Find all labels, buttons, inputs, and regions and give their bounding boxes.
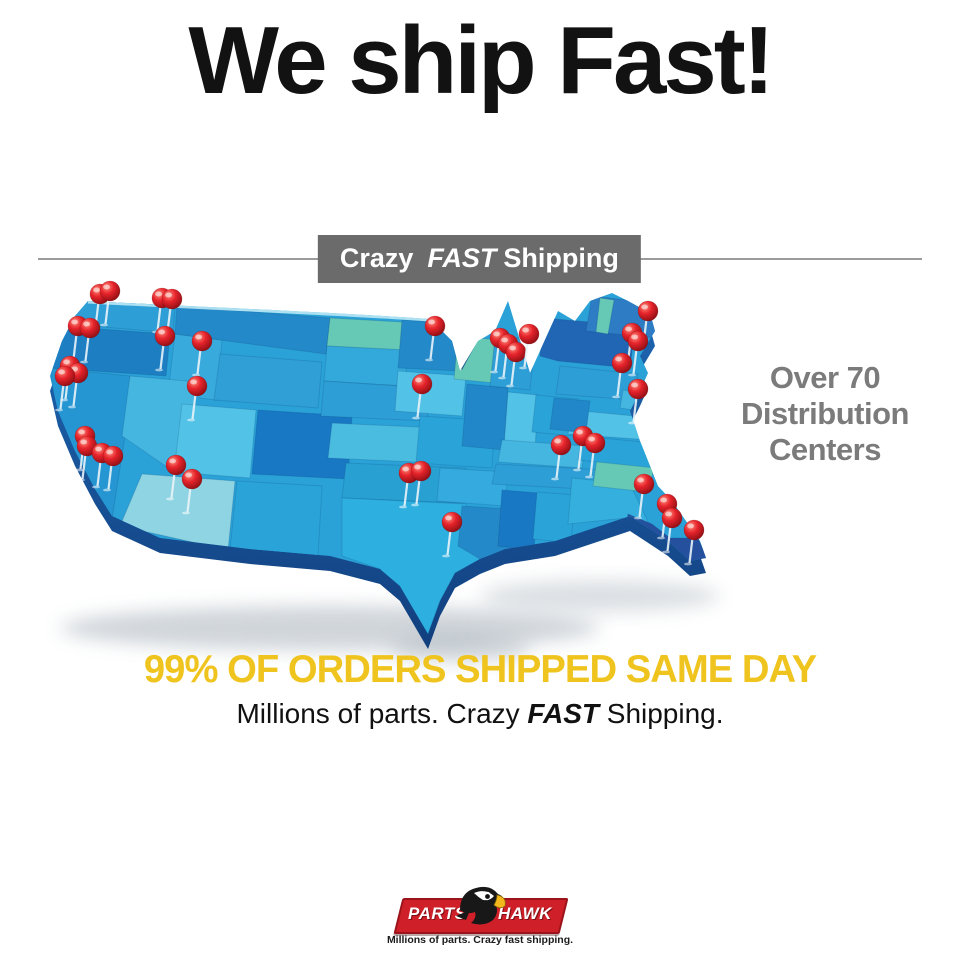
distribution-pin xyxy=(76,435,98,482)
distribution-pin xyxy=(165,454,187,501)
distribution-pin xyxy=(154,325,176,372)
banner-text-fast: FAST xyxy=(427,243,497,273)
distribution-pin xyxy=(518,323,540,370)
distribution-pin xyxy=(661,507,683,554)
state-patch xyxy=(174,305,331,355)
distribution-pin xyxy=(627,330,649,377)
state-patch xyxy=(229,480,323,557)
banner-text-pre: Crazy xyxy=(339,243,414,273)
distribution-pin xyxy=(633,473,655,520)
distribution-pin xyxy=(99,280,121,327)
shipping-banner: Crazy FAST Shipping xyxy=(317,235,641,283)
hawk-icon xyxy=(456,886,506,925)
distribution-pin xyxy=(79,317,101,364)
state-patch xyxy=(323,345,409,387)
callout-line3: Centers xyxy=(769,431,881,467)
state-patch xyxy=(461,383,509,451)
distribution-pin xyxy=(584,432,606,479)
distribution-pin xyxy=(410,460,432,507)
logo-word-hawk: HAWK xyxy=(498,904,552,923)
subline-pre: Millions of parts. Crazy xyxy=(236,698,520,729)
subline-fast: FAST xyxy=(527,698,599,729)
subline-post: Shipping. xyxy=(606,698,724,729)
distribution-pin xyxy=(191,330,213,377)
distribution-pin xyxy=(411,373,433,420)
banner-text-post: Shipping xyxy=(503,243,619,273)
partshawk-logo: PARTS HAWK Millions of parts. Crazy fast… xyxy=(370,884,590,954)
map-ground-shadow-east xyxy=(480,580,720,612)
state-patch xyxy=(326,317,403,351)
same-day-headline: 99% OF ORDERS SHIPPED SAME DAY xyxy=(143,648,817,691)
state-patch xyxy=(595,297,615,335)
callout-line1: Over 70 xyxy=(769,360,881,395)
distribution-pin xyxy=(505,341,527,388)
distribution-pin xyxy=(637,300,659,347)
pin-layer xyxy=(54,280,705,566)
usa-distribution-map xyxy=(30,276,720,662)
page-title: We ship Fast! xyxy=(188,7,774,114)
distribution-pin xyxy=(102,445,124,492)
usa-map-svg xyxy=(50,280,720,662)
distribution-pin xyxy=(441,511,463,558)
callout-line2: Distribution xyxy=(741,395,909,431)
distribution-pin xyxy=(54,365,76,412)
distribution-pin xyxy=(683,519,705,566)
state-patch xyxy=(213,353,323,409)
distribution-pin xyxy=(186,375,208,422)
logo-word-parts: PARTS xyxy=(408,904,467,923)
logo-tagline: Millions of parts. Crazy fast shipping. xyxy=(386,934,574,946)
sub-headline: Millions of parts. Crazy FAST Shipping. xyxy=(0,698,960,730)
distribution-pin xyxy=(550,434,572,481)
state-patch xyxy=(497,489,539,551)
distribution-pin xyxy=(627,378,649,425)
state-patch xyxy=(173,403,257,479)
distribution-pin xyxy=(424,315,446,362)
distribution-callout: Over 70 Distribution Centers xyxy=(718,360,932,468)
distribution-pin xyxy=(611,352,633,399)
distribution-pin xyxy=(181,468,203,515)
